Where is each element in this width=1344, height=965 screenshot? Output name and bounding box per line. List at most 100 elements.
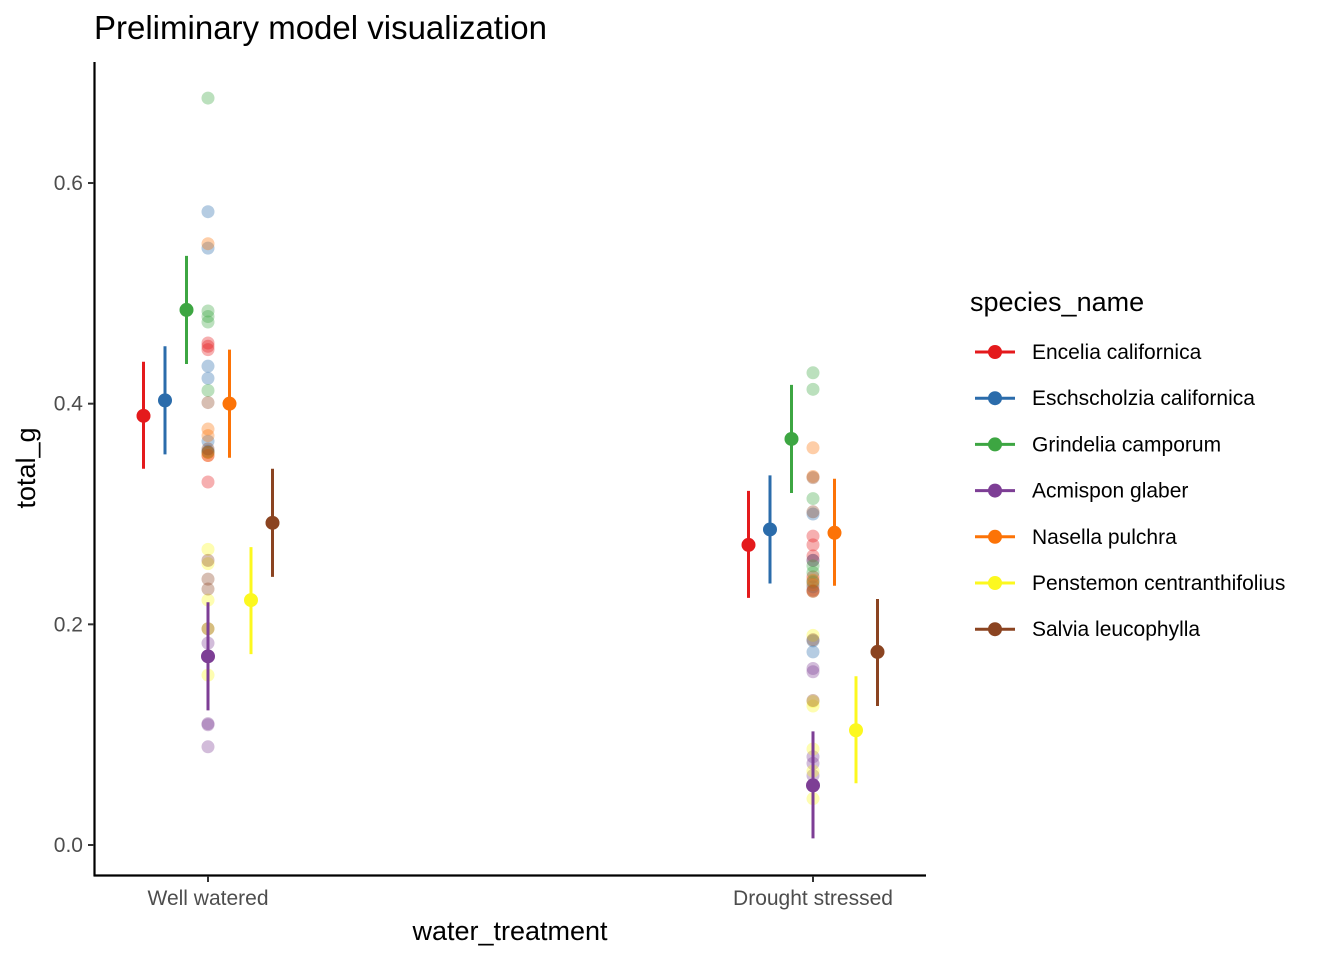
legend-label: Salvia leucophylla xyxy=(1032,618,1200,641)
observation-point xyxy=(201,542,215,556)
legend-key-point xyxy=(988,529,1002,544)
observation-point xyxy=(201,434,215,448)
observation-point xyxy=(201,449,215,463)
legend-item: Eschscholzia californica xyxy=(975,387,1255,410)
legend-items: Encelia californica Eschscholzia californ… xyxy=(975,341,1285,641)
legend-key-point xyxy=(988,391,1002,406)
observation-point xyxy=(201,310,215,324)
observation-point xyxy=(806,505,820,519)
observation-point xyxy=(806,693,820,707)
observation-point xyxy=(201,429,215,443)
legend-key-point xyxy=(988,622,1002,637)
observation-point xyxy=(806,441,820,455)
observation-point xyxy=(806,661,820,675)
observation-point xyxy=(201,359,215,373)
observation-point xyxy=(806,578,820,592)
observation-point xyxy=(806,574,820,588)
observation-point xyxy=(201,740,215,754)
legend-key-point xyxy=(988,345,1002,359)
observation-point xyxy=(201,339,215,353)
observation-point xyxy=(806,699,820,713)
estimate-point xyxy=(179,302,194,317)
legend-label: Grindelia camporum xyxy=(1032,433,1221,456)
legend-label: Nasella pulchra xyxy=(1032,526,1177,549)
observation-point xyxy=(201,557,215,571)
estimate-point xyxy=(265,515,280,530)
observation-point xyxy=(201,237,215,251)
observation-point xyxy=(806,575,820,589)
axes-layer: 0.0 0.2 0.4 0.6 Well watered Drought stresse… xyxy=(54,62,926,910)
observation-point xyxy=(806,584,820,598)
estimate-point xyxy=(763,522,777,537)
observation-point xyxy=(201,396,215,410)
observation-point xyxy=(806,584,820,598)
observation-point xyxy=(201,422,215,436)
legend-label: Eschscholzia californica xyxy=(1032,387,1255,410)
legend-label: Penstemon centranthifolius xyxy=(1032,572,1285,595)
estimate-point xyxy=(222,396,237,411)
observation-point xyxy=(201,371,215,385)
observation-point xyxy=(806,633,820,647)
y-axis-title: total_g xyxy=(11,427,41,508)
observation-point xyxy=(806,492,820,506)
observation-point xyxy=(201,475,215,489)
observation-point xyxy=(201,582,215,596)
legend-key-point xyxy=(988,576,1002,590)
observation-point xyxy=(201,445,215,459)
legend-item: Penstemon centranthifolius xyxy=(975,572,1285,595)
observation-point xyxy=(806,549,820,563)
observation-point xyxy=(201,205,215,219)
observation-point xyxy=(201,91,215,105)
observation-point xyxy=(201,593,215,607)
observation-point xyxy=(201,315,215,329)
legend: species_name Encelia californica Eschscho… xyxy=(970,287,1285,641)
observation-point xyxy=(201,241,215,255)
estimate-point xyxy=(784,431,799,446)
observation-point xyxy=(201,336,215,350)
observation-point xyxy=(806,695,820,709)
x-ticks: Well watered Drought stressed xyxy=(148,876,893,910)
observation-point xyxy=(806,570,820,584)
legend-label: Encelia californica xyxy=(1032,341,1202,364)
observation-point xyxy=(201,445,215,459)
legend-key-point xyxy=(988,437,1002,452)
chart-title: Preliminary model visualization xyxy=(94,9,547,46)
observation-point xyxy=(201,717,215,731)
observation-point xyxy=(201,449,215,463)
estimate-point xyxy=(201,649,215,664)
y-tick-label: 0.2 xyxy=(54,613,83,636)
x-axis-title: water_treatment xyxy=(411,916,608,946)
observation-point xyxy=(806,583,820,597)
observation-point xyxy=(201,553,215,567)
observation-point xyxy=(806,529,820,543)
observation-point xyxy=(806,580,820,594)
observation-point xyxy=(806,538,820,552)
observation-point xyxy=(201,572,215,586)
x-tick-label: Well watered xyxy=(148,887,269,910)
estimate-point xyxy=(827,525,842,540)
estimate-point xyxy=(849,723,863,738)
observation-point xyxy=(806,634,820,648)
observation-point xyxy=(201,718,215,732)
legend-label: Acmispon glaber xyxy=(1032,480,1188,503)
estimate-point xyxy=(870,644,885,659)
observation-point xyxy=(806,573,820,587)
observation-point xyxy=(806,628,820,642)
estimate-point xyxy=(158,393,172,408)
y-tick-label: 0.4 xyxy=(54,393,84,416)
estimate-point xyxy=(136,408,151,423)
y-tick-label: 0.0 xyxy=(54,834,83,857)
legend-item: Encelia californica xyxy=(975,341,1202,364)
observation-point xyxy=(201,304,215,318)
observation-point xyxy=(201,343,215,357)
legend-item: Grindelia camporum xyxy=(975,433,1221,456)
observation-point xyxy=(806,469,820,483)
estimate-point xyxy=(806,778,820,793)
y-ticks: 0.0 0.2 0.4 0.6 xyxy=(54,172,94,857)
estimate-point xyxy=(244,593,258,608)
observation-point xyxy=(806,382,820,396)
observation-point xyxy=(201,445,215,459)
legend-item: Acmispon glaber xyxy=(975,480,1188,503)
